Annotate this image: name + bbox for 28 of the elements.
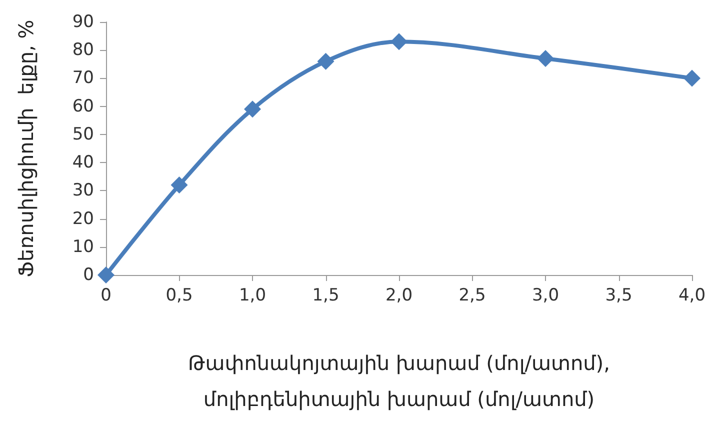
y-tick-label: 80 — [72, 40, 94, 60]
point — [170, 176, 188, 194]
x-tick-label: 2,0 — [385, 286, 413, 306]
point — [98, 266, 114, 284]
y-tick-label: 40 — [72, 152, 94, 173]
x-tick-label: 1,0 — [238, 286, 266, 306]
x-tick-label: 0,5 — [166, 286, 193, 306]
x-tick-label: 4,0 — [678, 286, 706, 306]
y-tick-label: 50 — [72, 124, 94, 144]
y-tick-label: 70 — [72, 68, 94, 88]
point — [317, 52, 334, 70]
y-tick-label: 0 — [83, 265, 94, 285]
x-tick-label: 2,5 — [458, 286, 486, 306]
point — [244, 100, 261, 118]
x-tick-label: 0 — [100, 286, 112, 306]
point — [537, 50, 554, 68]
point — [684, 70, 700, 87]
point — [390, 33, 408, 50]
x-tick-label: 3,5 — [605, 286, 632, 306]
y-tick-label: 20 — [72, 208, 94, 229]
y-tick-label: 10 — [72, 236, 94, 257]
x-tick-label: 3,0 — [532, 286, 560, 306]
y-axis-title: Ֆեռոսիլիցիումի ելքը, % — [14, 20, 38, 278]
x-axis-title: Թափոնակոյտային խարամ (մոլ/ատոմ), մոլիբդենիտային խարամ (մոլ/ատոմ) — [188, 351, 610, 411]
y-tick-label: 60 — [72, 96, 94, 116]
x-tick-label: 1,5 — [312, 286, 340, 306]
y-tick-label: 90 — [72, 12, 94, 32]
y-tick-label: 30 — [72, 180, 94, 201]
